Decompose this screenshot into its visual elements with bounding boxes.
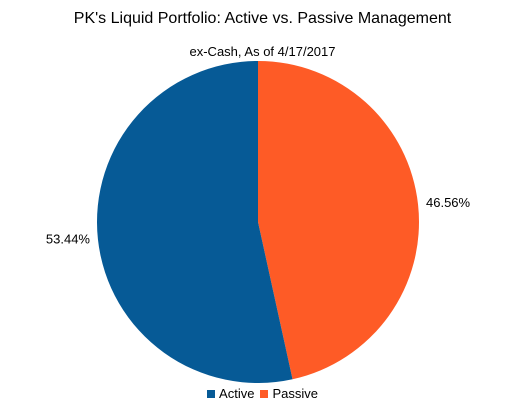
legend-label-active: Active bbox=[219, 386, 255, 401]
pie-slice-active bbox=[97, 61, 293, 383]
legend-label-passive: Passive bbox=[272, 386, 318, 401]
legend-item-active: Active bbox=[207, 386, 254, 401]
chart-title: PK's Liquid Portfolio: Active vs. Passiv… bbox=[73, 10, 452, 27]
legend-swatch-active bbox=[207, 389, 216, 398]
legend-item-passive: Passive bbox=[260, 386, 318, 401]
pie-slice-passive bbox=[258, 61, 420, 380]
data-label-active: 53.44% bbox=[46, 232, 91, 247]
chart-subtitle: ex-Cash, As of 4/17/2017 bbox=[189, 44, 336, 59]
pie-data-labels: 46.56% 53.44% bbox=[46, 195, 471, 246]
chart-legend: Active Passive bbox=[0, 386, 525, 401]
pie-slices bbox=[97, 61, 420, 383]
data-label-passive: 46.56% bbox=[426, 195, 471, 210]
legend-swatch-passive bbox=[260, 389, 269, 398]
